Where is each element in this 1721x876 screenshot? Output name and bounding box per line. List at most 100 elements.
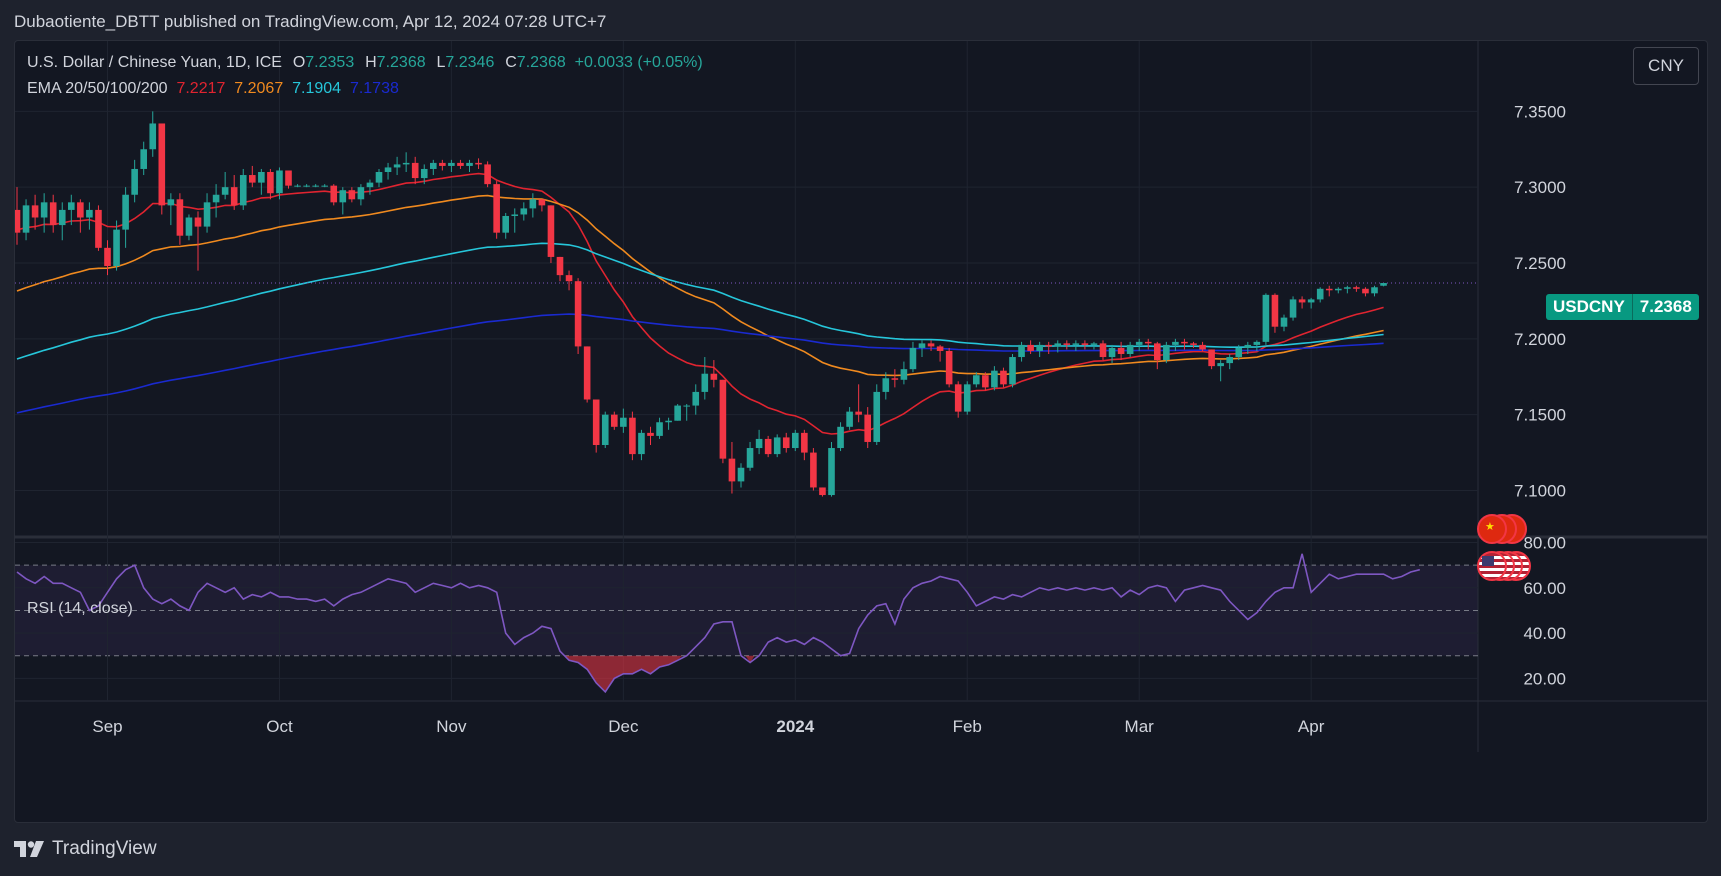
candle[interactable] [239, 175, 247, 206]
candle[interactable] [683, 405, 690, 407]
candle[interactable] [1144, 341, 1152, 344]
candle[interactable] [1163, 344, 1170, 361]
candle[interactable] [556, 256, 564, 276]
candle[interactable] [1072, 343, 1080, 345]
candle[interactable] [149, 123, 157, 150]
candle[interactable] [520, 208, 528, 215]
candle[interactable] [665, 420, 672, 423]
candle[interactable] [574, 281, 582, 347]
candle[interactable] [1335, 288, 1342, 291]
candle[interactable] [1226, 357, 1233, 364]
candle[interactable] [963, 384, 971, 412]
candle[interactable] [1081, 343, 1089, 345]
candle[interactable] [1108, 347, 1116, 358]
candle[interactable] [104, 247, 111, 267]
candle[interactable] [1208, 349, 1215, 367]
china-flag-icon[interactable]: ★ [1477, 514, 1507, 544]
candle[interactable] [1090, 343, 1098, 345]
candle[interactable] [212, 194, 220, 203]
candle[interactable] [294, 185, 301, 187]
candle[interactable] [348, 190, 356, 200]
candle[interactable] [810, 452, 817, 488]
candle[interactable] [203, 202, 211, 227]
candle[interactable] [1009, 357, 1016, 385]
rsi-label[interactable]: RSI (14, close) [27, 600, 133, 617]
candle[interactable] [493, 184, 500, 233]
candle[interactable] [1280, 317, 1288, 327]
tradingview-logo[interactable]: TradingView [14, 838, 157, 860]
candle[interactable] [1154, 343, 1161, 361]
candle[interactable] [846, 411, 853, 427]
candle[interactable] [945, 350, 953, 385]
candle[interactable] [15, 209, 21, 233]
currency-button[interactable]: CNY [1633, 47, 1699, 85]
candle[interactable] [1027, 344, 1034, 351]
candle[interactable] [122, 194, 129, 230]
candle[interactable] [185, 217, 193, 236]
candle[interactable] [918, 343, 926, 348]
candle[interactable] [1316, 288, 1324, 300]
candle[interactable] [828, 448, 835, 496]
candle[interactable] [855, 411, 862, 415]
candle[interactable] [1362, 288, 1369, 294]
us-flag-icon[interactable] [1477, 551, 1507, 581]
candle[interactable] [330, 185, 338, 203]
candle[interactable] [339, 190, 347, 203]
rsi-line[interactable] [16, 553, 1420, 694]
candle[interactable] [601, 414, 609, 445]
candle[interactable] [276, 170, 283, 194]
candle[interactable] [1018, 344, 1025, 358]
candle[interactable] [656, 422, 663, 436]
candle[interactable] [1036, 344, 1043, 351]
candle[interactable] [728, 458, 736, 482]
ema50-line[interactable] [16, 194, 1384, 377]
candle[interactable] [312, 185, 319, 187]
candle[interactable] [158, 123, 166, 206]
candle[interactable] [647, 432, 654, 436]
candle[interactable] [900, 369, 908, 380]
candle[interactable] [86, 209, 93, 218]
candle[interactable] [909, 347, 917, 370]
candle[interactable] [321, 185, 328, 187]
candle[interactable] [891, 378, 899, 380]
candle[interactable] [737, 467, 745, 482]
candle[interactable] [267, 172, 274, 194]
ema100-line[interactable] [16, 242, 1384, 360]
candle[interactable] [837, 426, 844, 449]
candle[interactable] [58, 209, 66, 226]
candle[interactable] [357, 187, 365, 200]
candle[interactable] [40, 202, 48, 218]
candle[interactable] [375, 172, 383, 183]
candle[interactable] [973, 375, 980, 385]
candle[interactable] [764, 438, 772, 455]
candle[interactable] [701, 373, 709, 392]
candle[interactable] [1199, 344, 1206, 350]
candle[interactable] [1244, 344, 1252, 348]
candle[interactable] [927, 343, 935, 347]
candle[interactable] [511, 214, 519, 216]
candle[interactable] [49, 202, 57, 226]
candle[interactable] [1325, 288, 1333, 291]
candle[interactable] [1190, 343, 1197, 345]
candle[interactable] [1000, 370, 1007, 385]
candle[interactable] [448, 162, 455, 166]
ema-label[interactable]: EMA 20/50/100/200 [27, 80, 168, 97]
candle[interactable] [583, 346, 591, 400]
candle[interactable] [1253, 341, 1261, 345]
candle[interactable] [782, 437, 790, 449]
candle[interactable] [620, 417, 627, 427]
candle[interactable] [430, 162, 437, 169]
candle[interactable] [692, 391, 700, 406]
candle[interactable] [22, 205, 30, 233]
candle[interactable] [746, 448, 754, 468]
candle[interactable] [1063, 343, 1071, 345]
candle[interactable] [402, 162, 410, 165]
candle[interactable] [801, 432, 808, 453]
candle[interactable] [439, 162, 446, 166]
candle[interactable] [991, 370, 998, 388]
candle[interactable] [95, 209, 102, 248]
candle[interactable] [475, 162, 482, 165]
candle[interactable] [1126, 344, 1134, 354]
candle[interactable] [719, 379, 727, 459]
candle[interactable] [1298, 299, 1306, 303]
